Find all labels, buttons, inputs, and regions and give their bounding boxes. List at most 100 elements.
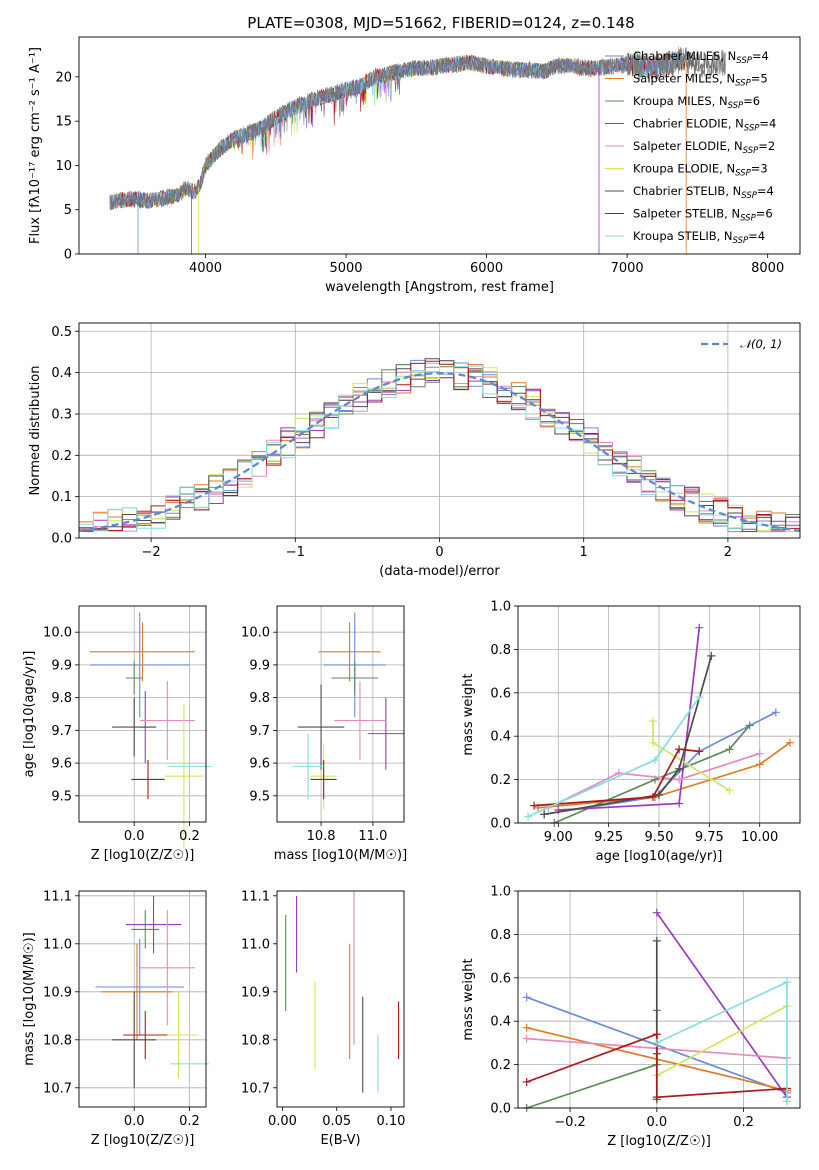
grid-lines — [518, 605, 800, 824]
gaussian-legend-label: 𝒩(0, 1) — [740, 337, 782, 351]
error-bar-point — [131, 759, 165, 800]
y-tick-label: 0.6 — [490, 686, 511, 701]
plus-marker — [650, 756, 659, 765]
y-axis-label: mass weight — [461, 958, 476, 1040]
x-tick-label: 0.00 — [268, 1114, 297, 1129]
x-tick-label: 2 — [724, 545, 732, 560]
y-tick-label: 0 — [64, 248, 72, 263]
legend-tail: =4 — [752, 49, 769, 63]
plot-area — [90, 612, 212, 849]
x-tick-label: 7000 — [611, 261, 644, 276]
x-axis-label: wavelength [Angstrom, rest frame] — [325, 280, 554, 295]
error-bar-point — [334, 681, 386, 760]
x-tick-label: 0.05 — [322, 1114, 351, 1129]
x-tick-label: −1 — [286, 545, 305, 560]
x-axis-label: mass [log10(M/M☉)] — [274, 848, 407, 863]
panel-age-vs-Z: 0.0 0.2 9.5 9.6 9.7 9.8 9.9 10.0 Z [log10(Z/Z☉)]… — [22, 605, 212, 863]
legend-label: Chabrier ELODIE, N — [633, 117, 744, 131]
legend-label: Salpeter MILES, N — [633, 72, 735, 86]
mass-weight-line-5 — [652, 721, 730, 792]
plus-marker — [782, 978, 791, 987]
x-tick-label: 8000 — [751, 261, 784, 276]
y-tick-label: 9.6 — [249, 757, 270, 772]
legend-label: Chabrier STELIB, N — [633, 184, 741, 198]
plus-marker — [782, 1097, 791, 1106]
error-bar-point — [101, 943, 173, 1040]
plus-marker — [652, 908, 661, 917]
y-tick-label: 9.8 — [51, 691, 72, 706]
plus-marker — [655, 790, 663, 799]
y-tick-label: 0.8 — [490, 643, 511, 658]
mass-weight-line-8 — [656, 980, 788, 1102]
legend-sub: SSP — [741, 191, 757, 201]
axes-frame — [78, 605, 207, 823]
error-bar-point — [125, 895, 182, 954]
y-tick-label: 11.0 — [241, 937, 270, 952]
plus-marker — [522, 993, 531, 1002]
y-axis-label: Flux [fλ10⁻¹⁷ erg cm⁻² s⁻¹ A⁻¹] — [28, 47, 43, 244]
y-tick-label: 0.4 — [490, 1015, 511, 1030]
grid-lines — [79, 891, 206, 1107]
y-tick-label: 10.8 — [241, 1033, 270, 1048]
plus-marker — [725, 786, 734, 795]
y-tick-label: 9.9 — [249, 658, 270, 673]
plus-marker — [522, 1023, 531, 1032]
mass-weight-line-5 — [656, 1005, 788, 1077]
plus-marker — [785, 738, 794, 747]
x-axis-label: (data-model)/error — [379, 564, 500, 579]
legend-entry-2: Kroupa MILES, NSSP=6 — [633, 94, 760, 111]
y-tick-label: 9.9 — [51, 658, 72, 673]
error-bar-point — [112, 991, 157, 1088]
plus-marker — [522, 1034, 531, 1043]
x-tick-label: 0.2 — [179, 829, 200, 844]
plus-marker — [524, 812, 533, 821]
plus-marker — [522, 1077, 531, 1086]
y-tick-label: 1.0 — [490, 600, 511, 615]
y-tick-label: 0.8 — [490, 928, 511, 943]
axes-frame — [78, 322, 801, 539]
legend-entry-7: Salpeter STELIB, NSSP=6 — [633, 207, 773, 224]
x-tick-label: 0.0 — [124, 829, 145, 844]
legend-tail: =5 — [751, 72, 768, 86]
x-axis-label: E(B-V) — [320, 1133, 360, 1148]
plus-marker — [675, 799, 684, 808]
y-tick-label: 1.0 — [490, 885, 511, 900]
legend-sub: SSP — [740, 214, 756, 224]
error-bar-point — [90, 622, 195, 682]
y-tick-label: 10 — [55, 159, 72, 174]
x-tick-label: 0.0 — [646, 1115, 667, 1130]
mass-weight-line-3 — [656, 912, 788, 1098]
error-bar-point — [367, 697, 404, 770]
legend-tail: =4 — [748, 229, 765, 243]
error-bar-point — [90, 612, 190, 718]
legend-entry-6: Chabrier STELIB, NSSP=4 — [633, 184, 774, 201]
spectrum-lines — [109, 46, 726, 254]
y-tick-label: 10.7 — [43, 1081, 72, 1096]
y-tick-label: 11.0 — [43, 937, 72, 952]
error-bar-point — [167, 733, 212, 800]
panel-spectrum: 4000 5000 6000 7000 8000 0 5 10 15 20 wavelength [… — [28, 36, 801, 295]
panel-massweight-vs-Z: −0.2 0.0 0.2 0.0 0.2 0.4 0.6 0.8 1.0 Z [log10(Z/Z… — [461, 885, 801, 1149]
panel-age-vs-mass: 10.8 11.0 9.5 9.6 9.7 9.8 9.9 10.0 mass [log10(M… — [241, 605, 407, 863]
y-axis-label: mass [log10(M/M☉)] — [22, 932, 37, 1065]
x-tick-label: 10.00 — [741, 830, 778, 845]
x-tick-label: 1 — [580, 545, 588, 560]
y-tick-label: 15 — [55, 115, 72, 130]
grid-lines — [277, 606, 404, 822]
error-bar-point — [95, 939, 184, 1035]
error-bar-point — [125, 661, 143, 695]
plus-marker — [675, 764, 684, 773]
y-tick-label: 0.0 — [490, 1102, 511, 1117]
figure-title: PLATE=0308, MJD=51662, FIBERID=0124, z=0… — [247, 14, 634, 32]
legend-sub: SSP — [735, 169, 751, 179]
legend-entry-5: Kroupa ELODIE, NSSP=3 — [633, 162, 768, 179]
legend-tail: =4 — [759, 117, 776, 131]
axes-frame — [78, 890, 207, 1108]
plus-marker — [675, 745, 684, 754]
error-bar-point — [112, 697, 157, 757]
axes-frame — [78, 36, 801, 255]
axes-frame — [517, 605, 801, 824]
y-tick-label: 9.7 — [51, 724, 72, 739]
plus-marker — [648, 792, 657, 801]
